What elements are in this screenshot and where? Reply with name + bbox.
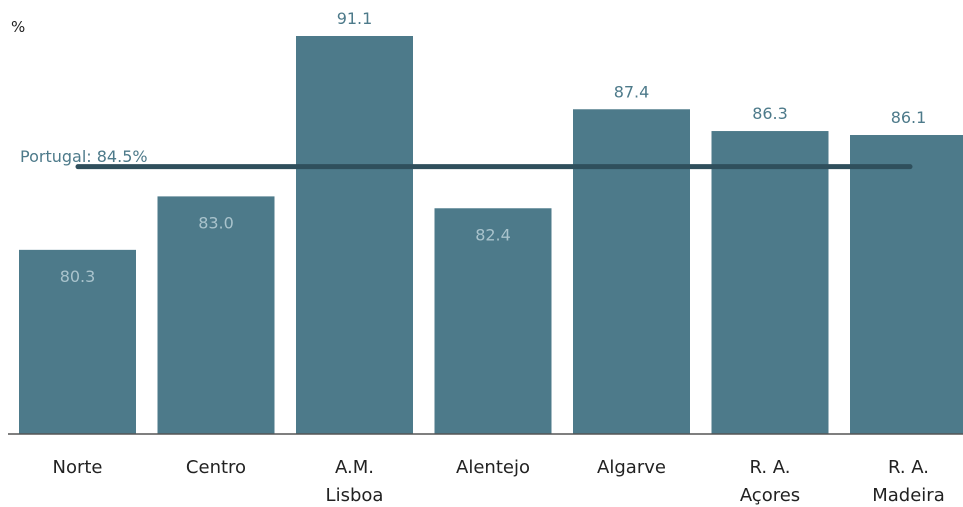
- category-label: Norte: [52, 457, 102, 478]
- bar: [850, 135, 963, 434]
- category-labels-group: Norte Centro A.M. Lisboa Alentejo Algarve R. A…: [52, 457, 944, 506]
- category-label: Alentejo: [456, 457, 530, 478]
- bar: [711, 131, 829, 434]
- bar-value-label: 83.0: [198, 213, 234, 232]
- category-label: Centro: [186, 457, 246, 478]
- reference-line-group: Portugal: 84.5%: [20, 147, 913, 170]
- portugal-average-label: Portugal: 84.5%: [20, 147, 148, 166]
- bar: [19, 249, 136, 434]
- bar: [296, 36, 413, 434]
- category-label: R. A. Açores: [740, 457, 800, 506]
- bar: [157, 196, 275, 434]
- bar: [573, 109, 690, 435]
- bar: [434, 208, 552, 434]
- bar-value-label: 91.1: [337, 9, 373, 28]
- bar-value-label: 87.4: [614, 82, 650, 101]
- y-axis-unit-label: %: [11, 18, 25, 36]
- bars-group: [19, 36, 963, 435]
- category-label: Algarve: [597, 457, 666, 478]
- bar-value-label: 86.3: [752, 104, 788, 123]
- category-label: R. A. Madeira: [872, 457, 945, 506]
- category-label: A.M. Lisboa: [326, 457, 384, 506]
- value-labels-group: 80.3 83.0 91.1 82.4 87.4 86.3 86.1: [60, 9, 927, 286]
- bar-value-label: 86.1: [891, 108, 927, 127]
- bar-value-label: 80.3: [60, 267, 96, 286]
- bar-value-label: 82.4: [475, 225, 511, 244]
